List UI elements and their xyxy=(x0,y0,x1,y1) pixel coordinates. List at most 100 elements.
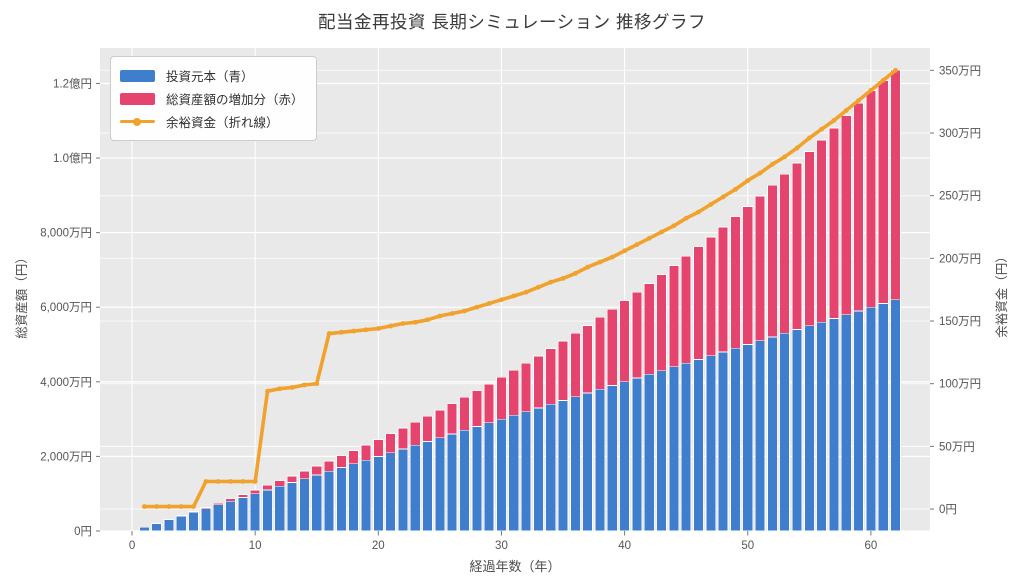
bar-gain xyxy=(311,465,322,476)
bar-principal xyxy=(717,351,729,532)
surplus-line-marker xyxy=(449,311,455,316)
bar-principal xyxy=(705,355,717,532)
x-tick-label: 10 xyxy=(249,540,262,552)
bar-principal xyxy=(323,470,335,532)
bar-principal xyxy=(471,426,483,532)
bar-principal xyxy=(828,318,840,532)
surplus-line-marker xyxy=(868,87,874,93)
surplus-line-marker xyxy=(191,504,196,509)
surplus-line-marker xyxy=(363,327,369,333)
surplus-line-marker xyxy=(720,194,726,200)
surplus-line-marker xyxy=(203,479,209,484)
surplus-line-marker xyxy=(388,323,394,329)
surplus-line-marker xyxy=(154,504,160,509)
bar-gain xyxy=(323,460,335,472)
x-tick-label: 40 xyxy=(618,540,631,552)
surplus-line-marker xyxy=(585,264,591,270)
legend-label-principal: 投資元本（青） xyxy=(166,70,254,84)
bar-principal xyxy=(262,489,273,532)
bar-gain xyxy=(385,433,396,454)
right-tick-label: 350万円 xyxy=(939,65,981,77)
legend-item-gain: 総資産額の増加分（赤） xyxy=(120,87,304,110)
bar-gain xyxy=(422,415,433,442)
bar-gain xyxy=(434,409,446,439)
bar-principal xyxy=(422,441,433,532)
bar-gain xyxy=(643,283,655,375)
bar-gain xyxy=(631,291,643,379)
bar-principal xyxy=(188,512,199,532)
surplus-line-marker xyxy=(215,479,221,484)
bar-gain xyxy=(890,69,901,301)
bar-principal xyxy=(594,388,606,532)
surplus-line-marker xyxy=(240,479,246,484)
bar-gain xyxy=(496,376,507,420)
bar-gain xyxy=(446,403,458,435)
bar-gain xyxy=(619,300,630,383)
bar-gain xyxy=(188,511,199,513)
surplus-line-marker xyxy=(277,386,283,392)
surplus-line-marker xyxy=(646,235,652,241)
bar-principal xyxy=(249,493,261,532)
x-tick-label: 60 xyxy=(864,540,877,552)
surplus-line-marker xyxy=(265,388,270,394)
bar-principal xyxy=(557,400,569,532)
bar-gain xyxy=(680,255,692,364)
bar-principal xyxy=(459,429,470,532)
bar-principal xyxy=(730,347,741,532)
surplus-line-marker xyxy=(302,382,307,388)
bar-gain xyxy=(594,317,606,390)
surplus-line-swatch xyxy=(120,115,155,129)
surplus-line-marker xyxy=(597,259,603,265)
bar-principal xyxy=(496,418,507,532)
surplus-line-marker xyxy=(794,145,800,151)
surplus-line-marker xyxy=(437,313,443,319)
surplus-line-marker xyxy=(486,301,492,306)
bar-principal xyxy=(865,306,877,532)
bar-principal xyxy=(434,437,446,532)
left-tick-label: 8,000万円 xyxy=(40,228,92,240)
surplus-line-marker xyxy=(499,297,504,303)
bar-gain xyxy=(717,226,729,353)
bar-principal xyxy=(446,433,458,532)
surplus-line-marker xyxy=(412,319,418,325)
surplus-line-marker xyxy=(548,279,554,285)
x-tick-label: 20 xyxy=(372,540,385,552)
bar-gain xyxy=(841,115,852,316)
bar-gain xyxy=(336,455,347,468)
surplus-line-marker xyxy=(634,242,640,247)
surplus-line-marker xyxy=(375,326,381,331)
bar-gain xyxy=(520,362,532,412)
left-tick-label: 4,000万円 xyxy=(40,377,92,389)
bar-gain xyxy=(767,184,778,338)
bar-principal xyxy=(274,485,286,532)
bar-principal xyxy=(545,403,556,532)
bar-principal xyxy=(570,396,581,532)
x-tick-label: 0 xyxy=(129,540,135,552)
surplus-line-marker xyxy=(511,293,517,299)
bar-principal xyxy=(791,329,803,532)
surplus-line-marker xyxy=(462,308,467,314)
bar-principal xyxy=(237,497,249,532)
surplus-line-marker xyxy=(141,504,147,509)
bar-principal xyxy=(693,359,704,532)
bar-principal xyxy=(643,374,655,532)
bar-gain xyxy=(877,80,889,304)
bar-gain xyxy=(779,173,790,334)
bar-principal xyxy=(151,523,162,532)
surplus-line-marker xyxy=(523,289,529,295)
bar-gain xyxy=(200,507,212,509)
bar-principal xyxy=(680,362,692,532)
bar-gain xyxy=(582,325,593,394)
bar-principal xyxy=(139,526,150,532)
surplus-line-marker xyxy=(338,329,344,335)
bar-principal xyxy=(373,456,384,532)
bar-gain xyxy=(557,340,569,401)
bar-principal xyxy=(742,344,753,532)
bar-principal xyxy=(385,452,396,532)
surplus-line-marker xyxy=(228,479,233,484)
x-tick-label: 50 xyxy=(741,540,754,552)
surplus-line-marker xyxy=(178,504,184,509)
principal-color-swatch xyxy=(120,69,155,82)
surplus-line-marker xyxy=(252,479,258,484)
